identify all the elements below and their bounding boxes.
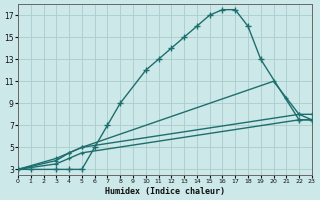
X-axis label: Humidex (Indice chaleur): Humidex (Indice chaleur) xyxy=(105,187,225,196)
